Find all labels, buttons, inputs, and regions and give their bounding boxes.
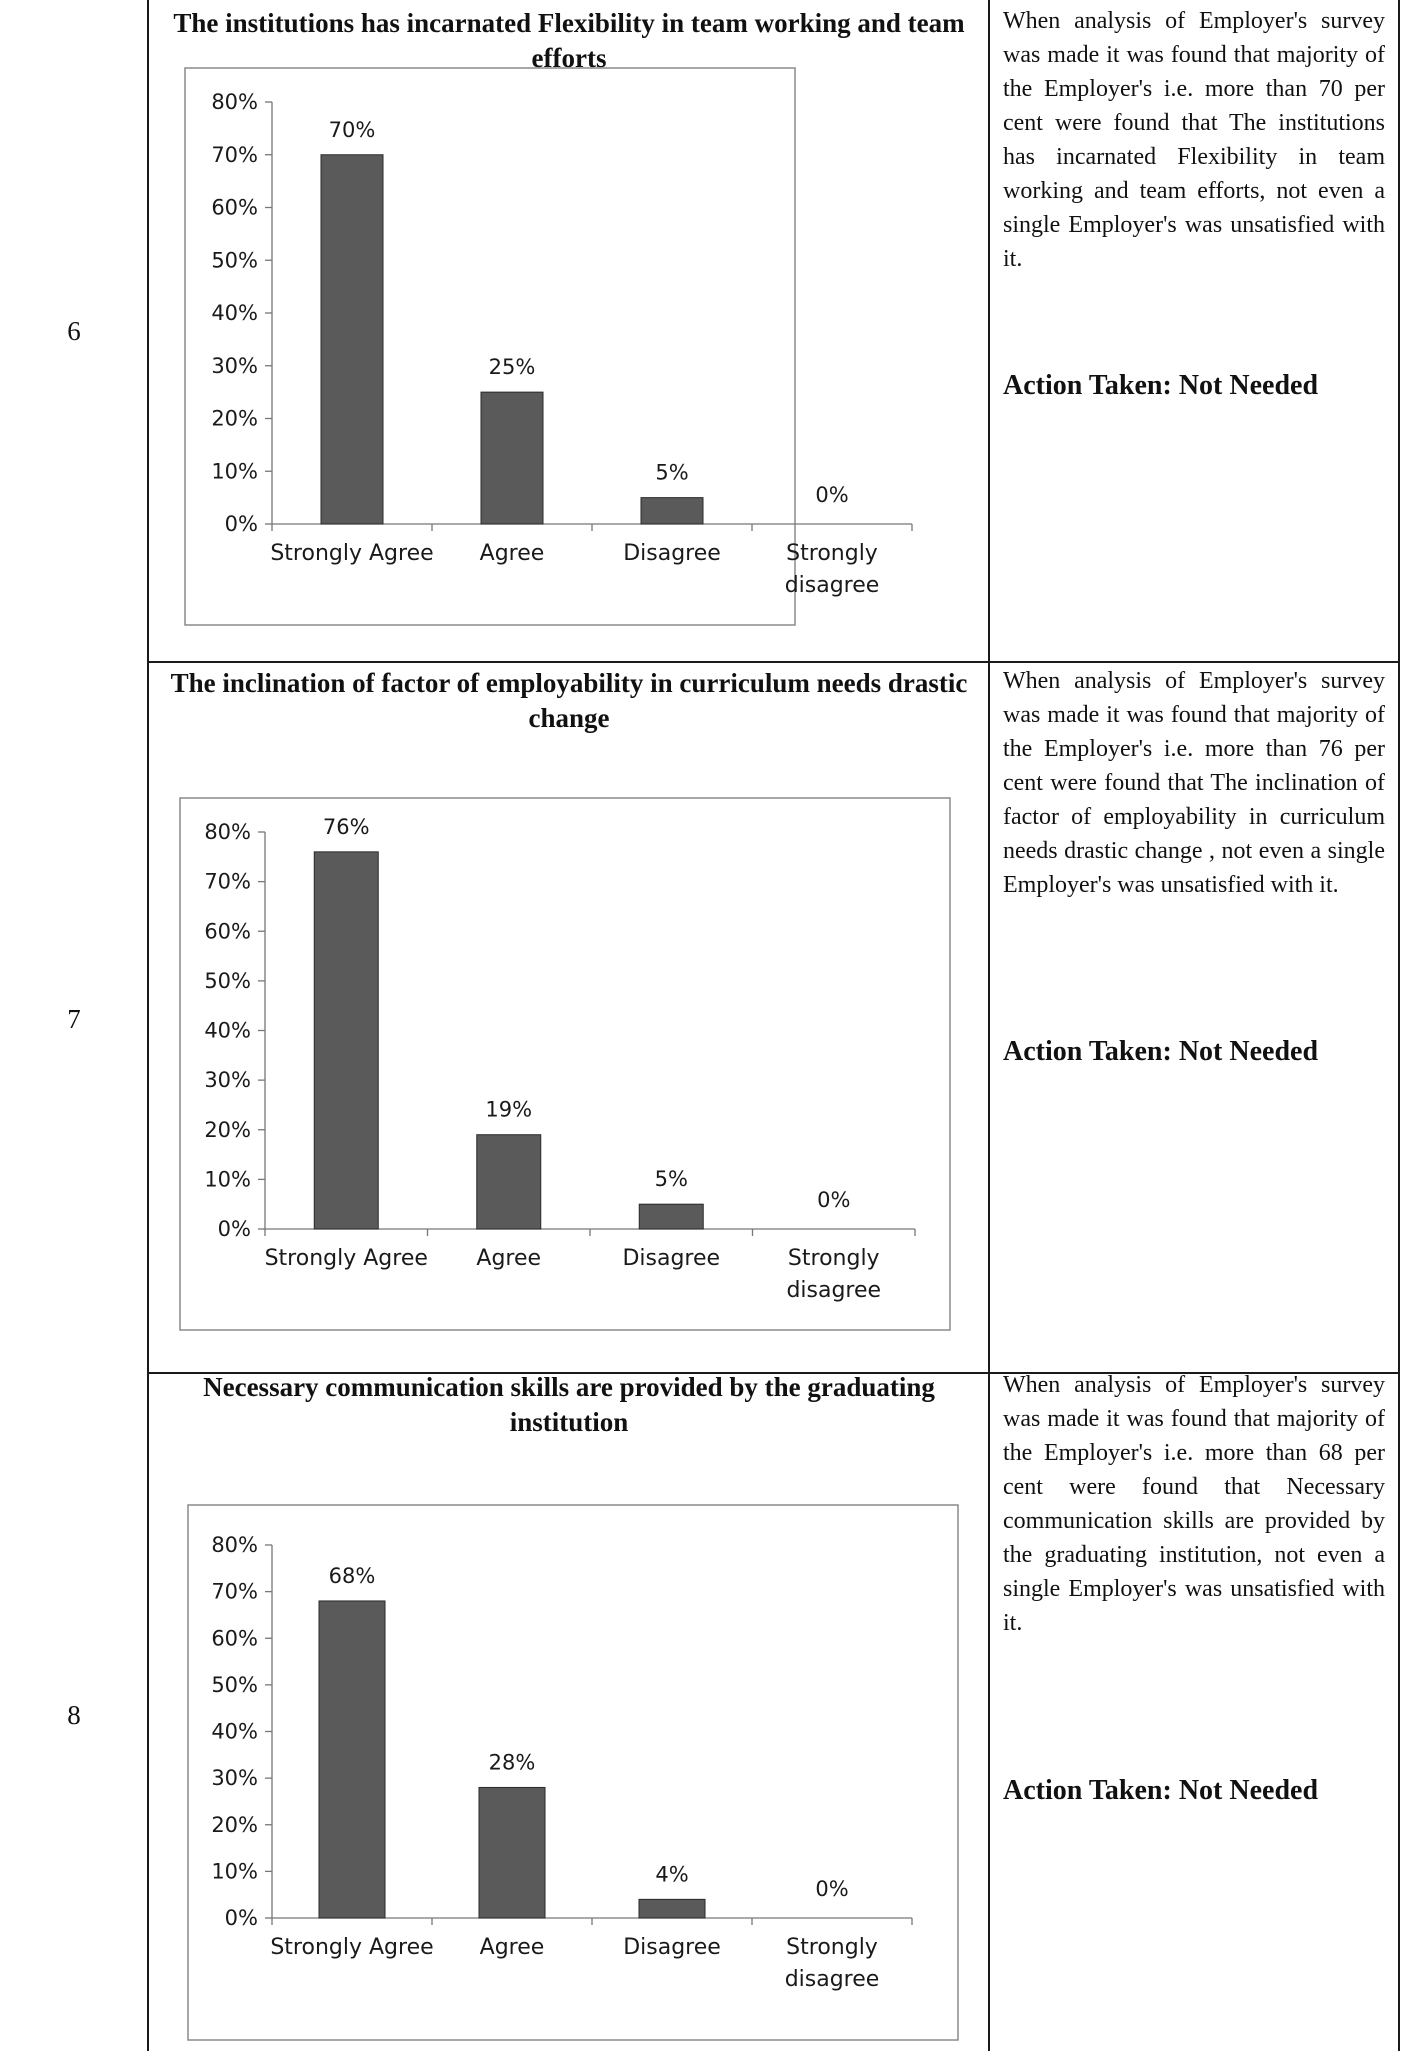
category-label: Disagree — [623, 541, 721, 566]
category-label: Strongly Agree — [270, 541, 433, 566]
data-label: 4% — [655, 1862, 688, 1886]
y-tick-label: 10% — [204, 1167, 251, 1191]
category-label: Agree — [480, 541, 545, 566]
y-tick-label: 30% — [211, 1766, 258, 1790]
y-tick-label: 0% — [225, 512, 258, 536]
chart-title: The inclination of factor of employabili… — [170, 668, 968, 733]
data-label: 25% — [489, 355, 536, 379]
bar — [476, 1134, 542, 1230]
y-tick-label: 20% — [211, 407, 258, 431]
y-tick-label: 70% — [211, 143, 258, 167]
y-tick-label: 0% — [218, 1217, 251, 1241]
chart-frame — [179, 797, 951, 1331]
table-vline-right — [1398, 0, 1400, 2051]
category-label: Agree — [480, 1935, 545, 1960]
y-tick-label: 80% — [211, 90, 258, 114]
y-tick-label: 20% — [204, 1118, 251, 1142]
bar — [478, 1786, 546, 1919]
data-label: 28% — [489, 1750, 536, 1774]
y-tick-label: 40% — [211, 1720, 258, 1744]
category-label: Strongly Agree — [270, 1935, 433, 1960]
y-tick-label: 50% — [204, 969, 251, 993]
data-label: 0% — [817, 1188, 850, 1212]
row-description: When analysis of Employer's survey was m… — [1003, 668, 1385, 898]
category-label: disagree — [786, 1278, 881, 1303]
category-label: disagree — [785, 1967, 880, 1992]
bar — [638, 1898, 706, 1919]
data-label: 70% — [329, 118, 376, 142]
y-tick-label: 80% — [211, 1533, 258, 1557]
y-tick-label: 40% — [211, 301, 258, 325]
bar — [480, 391, 544, 525]
row-number: 7 — [67, 1004, 81, 1034]
data-label: 76% — [323, 815, 370, 839]
bar — [320, 154, 384, 525]
y-tick-label: 20% — [211, 1813, 258, 1837]
y-tick-label: 60% — [211, 1626, 258, 1650]
y-tick-label: 30% — [204, 1068, 251, 1092]
category-label: Strongly Agree — [265, 1246, 428, 1271]
y-tick-label: 60% — [211, 196, 258, 220]
data-label: 68% — [329, 1564, 376, 1588]
data-label: 0% — [815, 1877, 848, 1901]
bar — [318, 1600, 386, 1919]
action-taken: Action Taken: Not Needed — [1003, 1036, 1319, 1067]
category-label: Strongly — [786, 541, 878, 566]
row-number: 8 — [67, 1700, 81, 1730]
y-tick-label: 60% — [204, 919, 251, 943]
bar — [640, 497, 704, 525]
y-tick-label: 70% — [204, 870, 251, 894]
row-description: When analysis of Employer's survey was m… — [1003, 8, 1385, 272]
table-hline-1 — [147, 661, 1400, 663]
y-tick-label: 50% — [211, 1673, 258, 1697]
table-vline-left — [147, 0, 149, 2051]
data-label: 19% — [485, 1098, 532, 1122]
category-label: Strongly — [788, 1246, 880, 1271]
y-tick-label: 70% — [211, 1580, 258, 1604]
category-label: Agree — [476, 1246, 541, 1271]
category-label: Disagree — [623, 1935, 721, 1960]
y-tick-label: 80% — [204, 820, 251, 844]
category-label: disagree — [785, 573, 880, 598]
y-tick-label: 0% — [225, 1906, 258, 1930]
row-number: 6 — [67, 316, 81, 346]
chart-frame — [184, 67, 796, 626]
y-tick-label: 50% — [211, 248, 258, 272]
data-label: 5% — [655, 1167, 688, 1191]
table-hline-2 — [147, 1372, 1400, 1374]
table-vline-middle — [988, 0, 990, 2051]
row-description: When analysis of Employer's survey was m… — [1003, 1372, 1385, 1636]
chart-title: Necessary communication skills are provi… — [203, 1372, 935, 1437]
y-tick-label: 10% — [211, 459, 258, 483]
y-tick-label: 30% — [211, 354, 258, 378]
action-taken: Action Taken: Not Needed — [1003, 1775, 1319, 1806]
action-taken: Action Taken: Not Needed — [1003, 370, 1319, 401]
bar — [638, 1203, 704, 1230]
chart-frame — [187, 1504, 959, 2041]
data-label: 5% — [655, 461, 688, 485]
data-label: 0% — [815, 483, 848, 507]
chart-title: The institutions has incarnated Flexibil… — [173, 8, 965, 73]
category-label: Disagree — [622, 1246, 720, 1271]
y-tick-label: 10% — [211, 1859, 258, 1883]
bar — [313, 851, 379, 1230]
category-label: Strongly — [786, 1935, 878, 1960]
y-tick-label: 40% — [204, 1019, 251, 1043]
